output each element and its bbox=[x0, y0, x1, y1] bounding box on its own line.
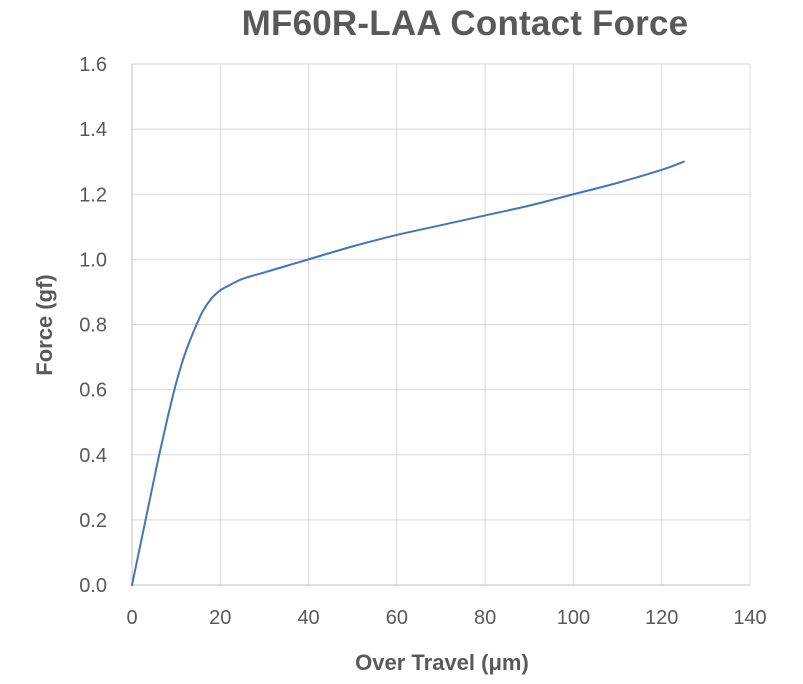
y-tick-label: 0.4 bbox=[79, 445, 107, 467]
y-tick-label: 1.0 bbox=[79, 249, 107, 271]
x-tick-label: 20 bbox=[209, 607, 231, 629]
x-axis-title: Over Travel (μm) bbox=[355, 650, 529, 675]
x-axis-ticks: 0 20 40 60 80 100 120 140 bbox=[126, 607, 766, 629]
gridlines bbox=[132, 63, 751, 585]
y-tick-label: 1.6 bbox=[79, 54, 107, 76]
x-tick-label: 40 bbox=[297, 607, 319, 629]
y-tick-label: 0.6 bbox=[79, 380, 107, 402]
axes bbox=[131, 64, 750, 586]
x-tick-label: 140 bbox=[733, 607, 766, 629]
y-tick-label: 0.8 bbox=[79, 315, 107, 337]
series-line bbox=[131, 160, 685, 586]
x-tick-label: 120 bbox=[645, 607, 678, 629]
chart-title: MF60R-LAA Contact Force bbox=[241, 4, 689, 43]
y-tick-label: 1.4 bbox=[79, 119, 107, 141]
y-axis-ticks: 0.0 0.2 0.4 0.6 0.8 1.0 1.2 1.4 1.6 bbox=[79, 54, 107, 597]
x-tick-label: 100 bbox=[557, 607, 590, 629]
y-axis-title: Force (gf) bbox=[32, 274, 57, 375]
y-tick-label: 0.2 bbox=[79, 510, 107, 532]
y-tick-label: 0.0 bbox=[79, 575, 107, 597]
x-tick-label: 0 bbox=[126, 607, 137, 629]
data-series bbox=[131, 160, 685, 586]
x-tick-label: 80 bbox=[474, 607, 496, 629]
y-tick-label: 1.2 bbox=[79, 184, 107, 206]
x-tick-label: 60 bbox=[386, 607, 408, 629]
